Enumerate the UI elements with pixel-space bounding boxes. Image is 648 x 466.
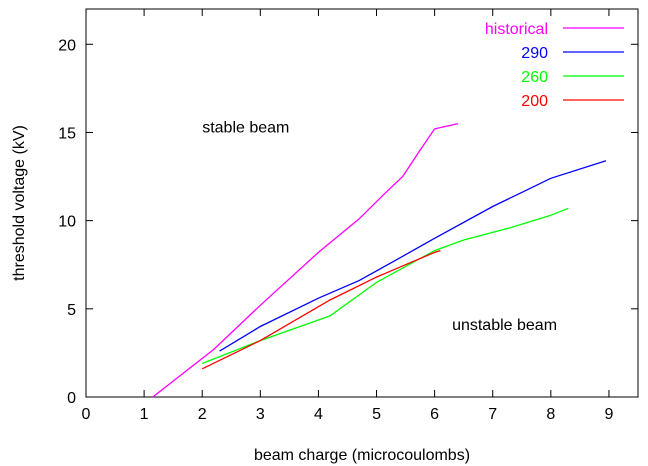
y-axis-label: threshold voltage (kV)	[11, 125, 28, 281]
x-tick-label: 6	[430, 406, 439, 423]
legend-label: 260	[521, 69, 548, 86]
tick-layer: 0 1 2 3 4 5 6 7 8 9 0 5 10 15 20	[58, 9, 638, 423]
series-layer	[152, 122, 607, 398]
y-tick-label: 5	[67, 302, 76, 319]
x-tick-label: 5	[372, 406, 381, 423]
x-tick-label: 8	[546, 406, 555, 423]
x-tick-label: 0	[82, 406, 91, 423]
y-tick-label: 20	[58, 37, 76, 54]
plot-frame	[85, 8, 639, 398]
series-line-historical	[152, 122, 459, 398]
legend-label: 200	[521, 93, 548, 110]
y-tick-label: 0	[67, 390, 76, 407]
x-tick-label: 7	[488, 406, 497, 423]
legend: historical 290 260 200	[485, 21, 624, 110]
x-tick-label: 4	[314, 406, 323, 423]
series-line-260	[201, 207, 569, 365]
annotation-layer: stable beam unstable beam	[202, 119, 557, 334]
series-line-290	[219, 160, 607, 352]
x-tick-label: 3	[256, 406, 265, 423]
series-line-200	[201, 249, 441, 370]
annotation: stable beam	[202, 119, 289, 136]
y-tick-label: 15	[58, 125, 76, 142]
x-tick-label: 9	[604, 406, 613, 423]
legend-label: 290	[521, 45, 548, 62]
legend-label: historical	[485, 21, 548, 38]
annotation: unstable beam	[452, 317, 557, 334]
x-tick-label: 1	[140, 406, 149, 423]
x-tick-label: 2	[198, 406, 207, 423]
y-tick-label: 10	[58, 214, 76, 231]
x-axis-label: beam charge (microcoulombs)	[254, 447, 470, 464]
